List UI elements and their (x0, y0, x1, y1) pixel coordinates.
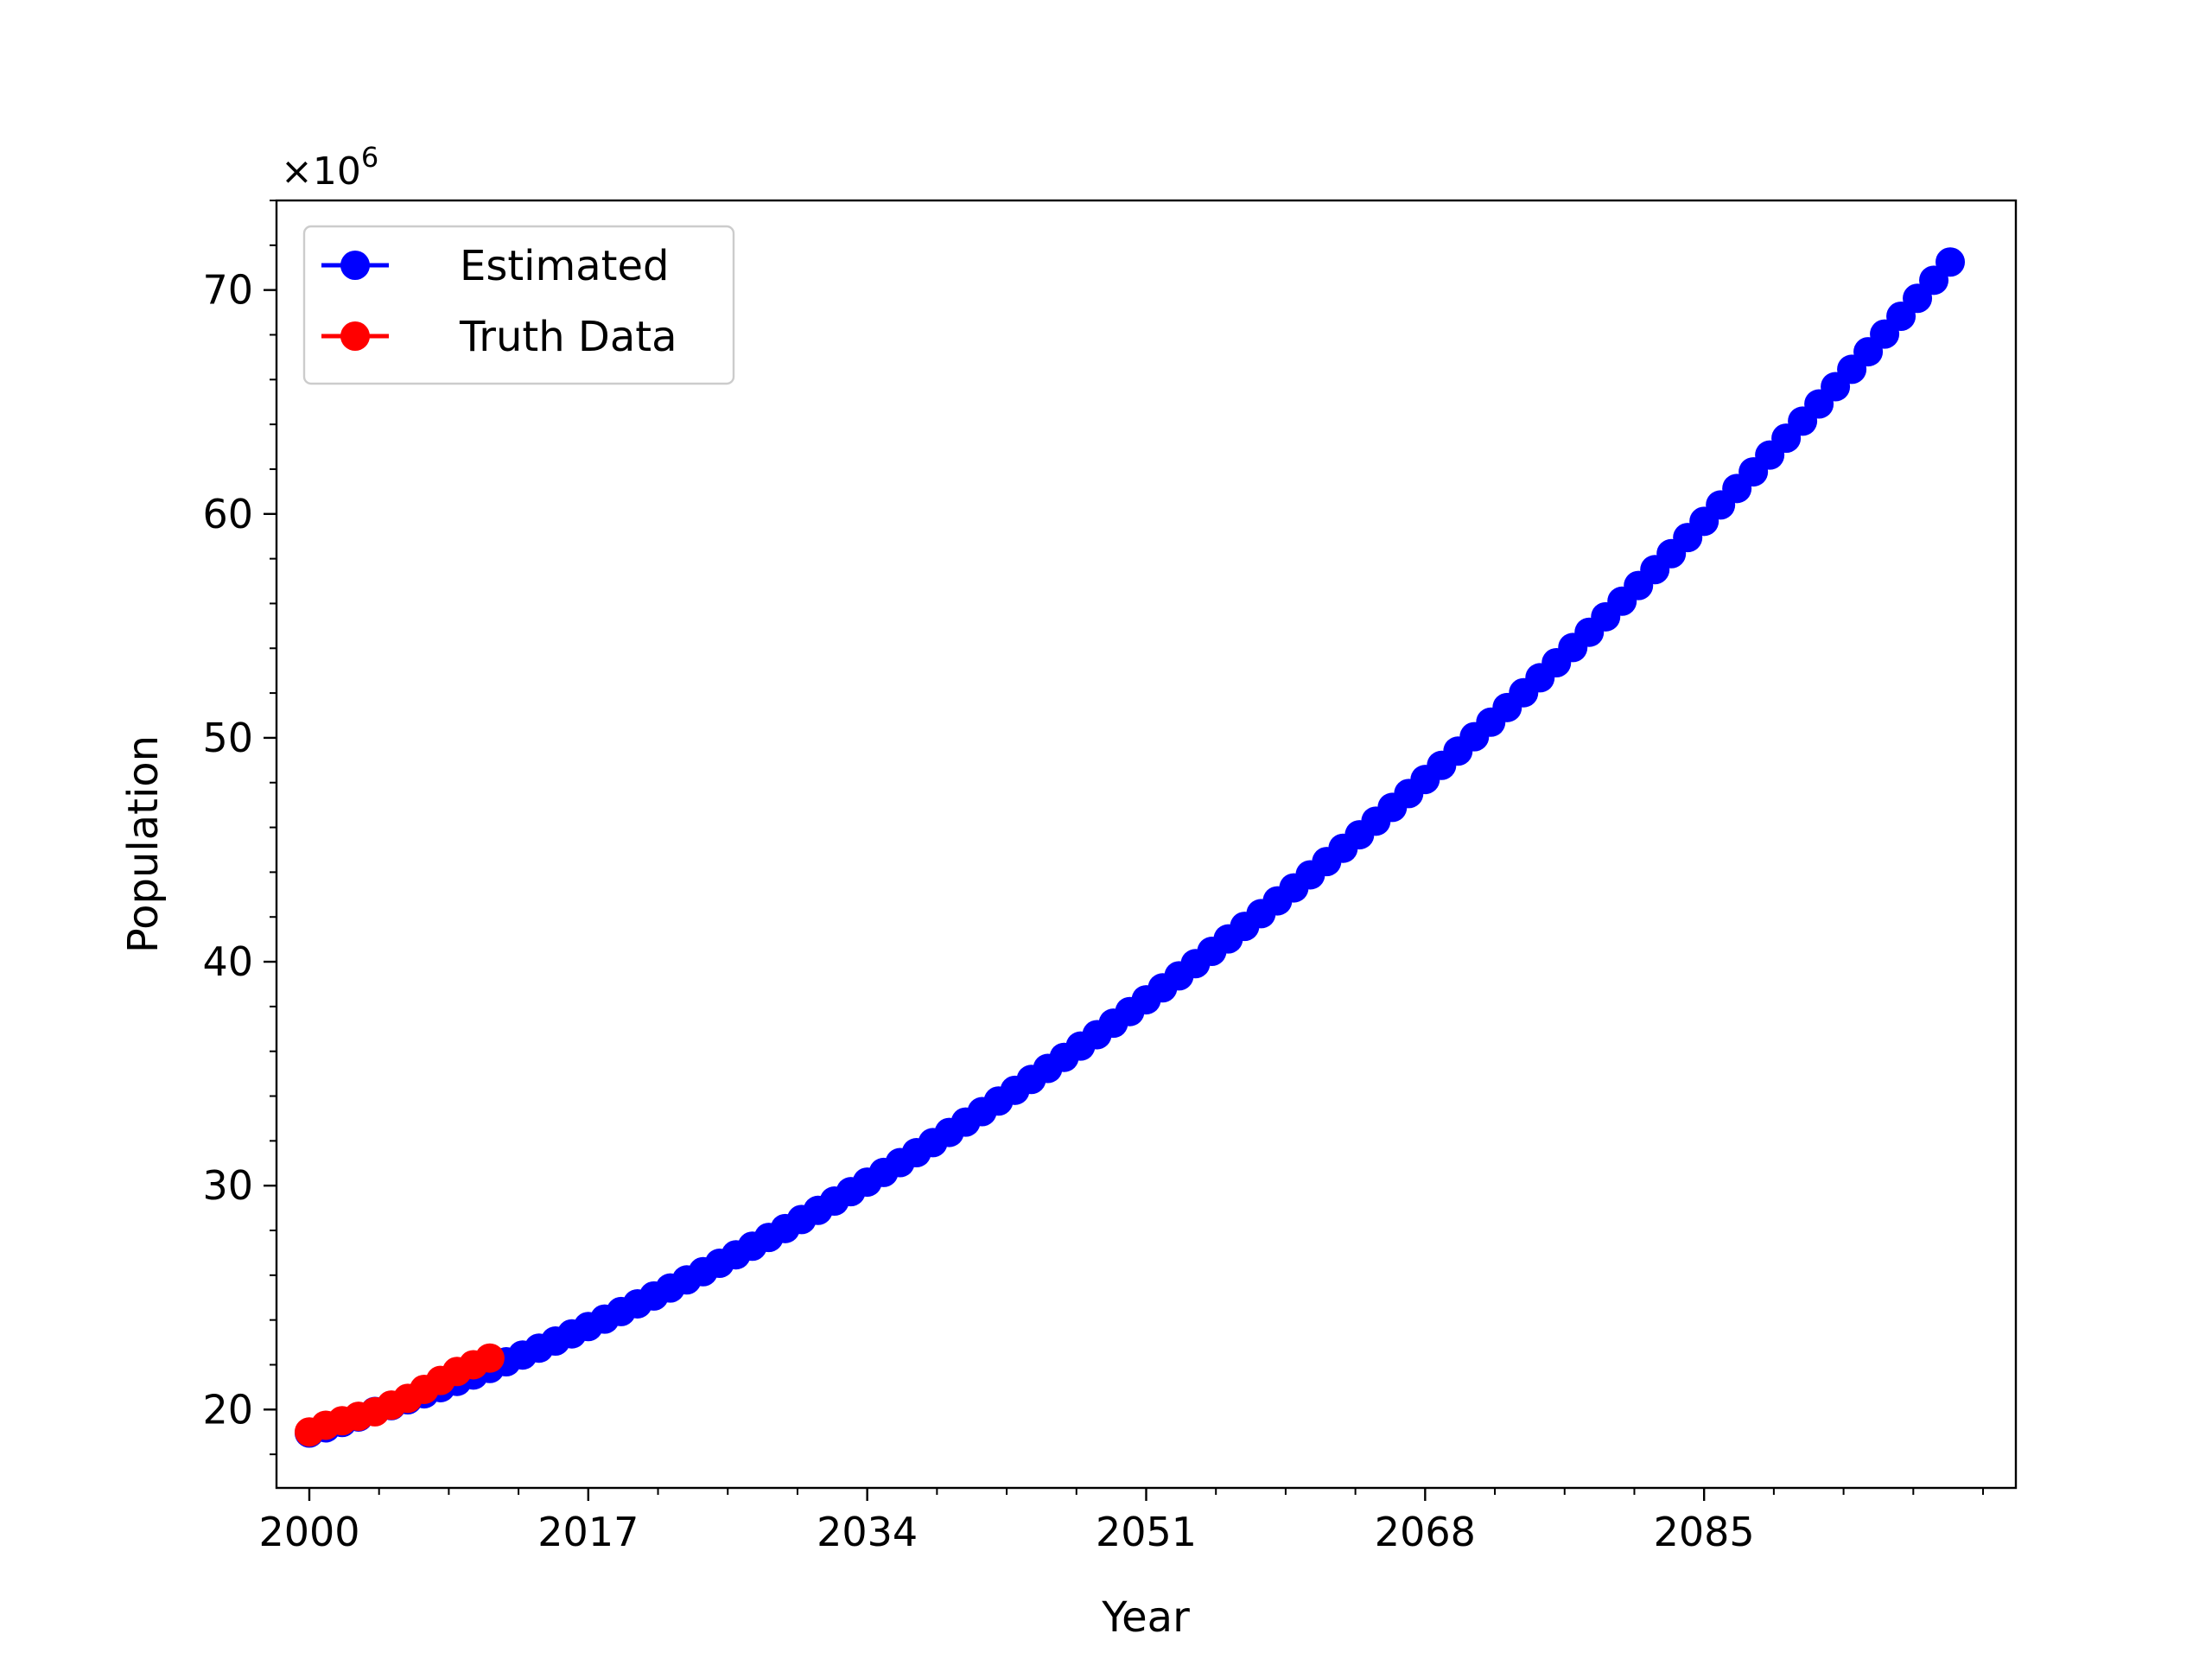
x-axis-label: Year (1101, 1593, 1190, 1642)
x-tick-label: 2051 (1096, 1509, 1197, 1555)
x-axis: 2000 2017 2034 2051 2068 2085 (258, 1488, 1985, 1555)
x-tick-label: 2000 (258, 1509, 359, 1555)
x-tick-label: 2034 (817, 1509, 918, 1555)
series-layer (294, 247, 1966, 1448)
y-tick-label: 30 (202, 1162, 253, 1209)
x-tick-label: 2085 (1654, 1509, 1755, 1555)
legend-marker-estimated (340, 251, 370, 280)
y-tick-label: 20 (202, 1386, 253, 1433)
legend: Estimated Truth Data (302, 225, 735, 385)
y-multiplier-label: ×106 (281, 141, 378, 194)
y-multiplier-exponent: 6 (361, 141, 378, 174)
plot-area (294, 247, 1966, 1448)
data-point-estimated (1936, 247, 1966, 277)
y-tick-label: 40 (202, 938, 253, 985)
y-axis: 20 30 40 50 60 70 (202, 200, 276, 1456)
x-tick-label: 2017 (537, 1509, 639, 1555)
legend-box (302, 225, 735, 385)
y-axis-label: Population (119, 735, 168, 953)
legend-label-truth-data: Truth Data (459, 313, 677, 361)
y-tick-label: 50 (202, 715, 253, 761)
legend-label-estimated: Estimated (460, 242, 669, 290)
x-tick-label: 2068 (1375, 1509, 1476, 1555)
series-truth-data (294, 1343, 505, 1447)
y-tick-label: 60 (202, 491, 253, 537)
legend-marker-truth-data (340, 321, 370, 351)
data-point-truth-data (474, 1343, 505, 1373)
y-tick-label: 70 (202, 267, 253, 314)
